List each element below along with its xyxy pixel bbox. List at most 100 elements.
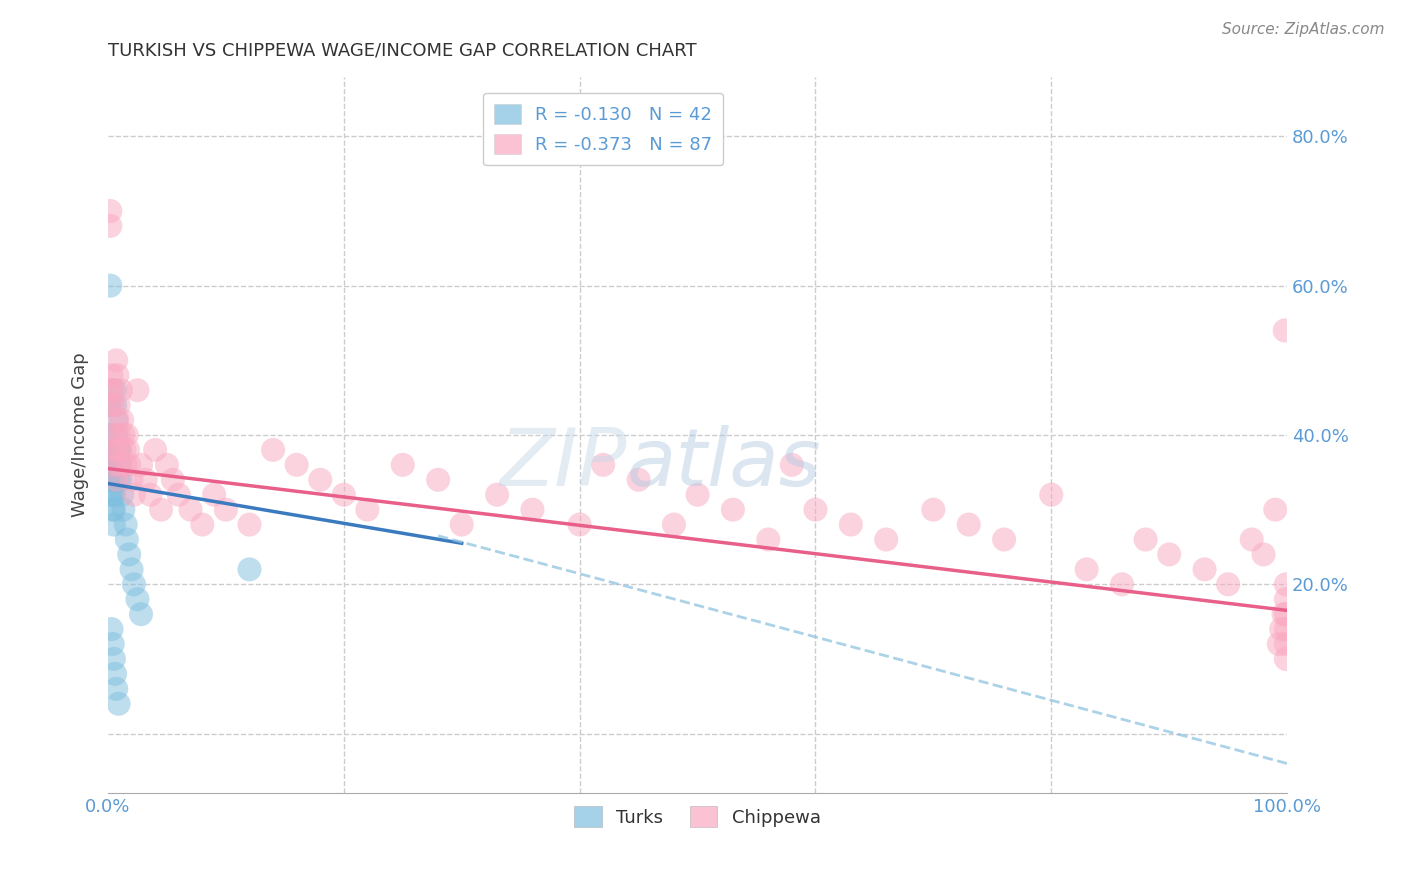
Point — [103, 652, 125, 666]
Point — [108, 442, 131, 457]
Point — [98, 278, 121, 293]
Point — [135, 473, 157, 487]
Point — [101, 502, 124, 516]
Point — [1275, 652, 1298, 666]
Point — [110, 473, 132, 487]
Point — [875, 533, 897, 547]
Point — [238, 562, 260, 576]
Point — [104, 398, 127, 412]
Point — [215, 502, 238, 516]
Point — [103, 517, 125, 532]
Point — [162, 473, 184, 487]
Point — [1135, 533, 1157, 547]
Point — [98, 458, 121, 472]
Point — [104, 458, 127, 472]
Point — [1159, 548, 1181, 562]
Point — [156, 458, 179, 472]
Point — [107, 442, 129, 457]
Y-axis label: Wage/Income Gap: Wage/Income Gap — [72, 352, 89, 517]
Point — [101, 488, 124, 502]
Point — [107, 428, 129, 442]
Point — [104, 666, 127, 681]
Point — [1076, 562, 1098, 576]
Point — [333, 488, 356, 502]
Point — [486, 488, 509, 502]
Point — [101, 637, 124, 651]
Point — [121, 473, 143, 487]
Legend: Turks, Chippewa: Turks, Chippewa — [567, 799, 828, 835]
Point — [1194, 562, 1216, 576]
Point — [108, 442, 131, 457]
Point — [103, 502, 125, 516]
Point — [356, 502, 378, 516]
Point — [1275, 577, 1298, 591]
Point — [104, 383, 127, 397]
Point — [107, 458, 129, 472]
Point — [238, 517, 260, 532]
Point — [756, 533, 779, 547]
Point — [721, 502, 744, 516]
Point — [427, 473, 450, 487]
Point — [993, 533, 1015, 547]
Point — [627, 473, 650, 487]
Point — [103, 442, 125, 457]
Point — [114, 517, 136, 532]
Point — [117, 442, 139, 457]
Text: ZIP: ZIP — [499, 425, 627, 502]
Point — [103, 488, 125, 502]
Point — [285, 458, 308, 472]
Point — [107, 473, 129, 487]
Point — [686, 488, 709, 502]
Text: Source: ZipAtlas.com: Source: ZipAtlas.com — [1222, 22, 1385, 37]
Point — [100, 458, 122, 472]
Point — [1253, 548, 1275, 562]
Point — [105, 428, 128, 442]
Point — [114, 442, 136, 457]
Point — [450, 517, 472, 532]
Point — [108, 458, 131, 472]
Point — [112, 428, 135, 442]
Point — [167, 488, 190, 502]
Point — [839, 517, 862, 532]
Point — [522, 502, 544, 516]
Point — [101, 473, 124, 487]
Point — [568, 517, 591, 532]
Point — [122, 577, 145, 591]
Point — [111, 488, 134, 502]
Point — [107, 697, 129, 711]
Point — [107, 368, 129, 383]
Point — [1272, 607, 1295, 622]
Point — [121, 562, 143, 576]
Point — [107, 413, 129, 427]
Text: atlas: atlas — [627, 425, 821, 502]
Point — [129, 607, 152, 622]
Point — [1111, 577, 1133, 591]
Point — [1270, 622, 1292, 636]
Point — [127, 592, 149, 607]
Point — [118, 548, 141, 562]
Point — [127, 383, 149, 397]
Point — [1275, 622, 1298, 636]
Point — [107, 398, 129, 412]
Point — [143, 442, 166, 457]
Point — [780, 458, 803, 472]
Point — [101, 383, 124, 397]
Point — [98, 450, 121, 465]
Point — [592, 458, 614, 472]
Point — [957, 517, 980, 532]
Point — [100, 368, 122, 383]
Point — [98, 219, 121, 233]
Point — [115, 428, 138, 442]
Point — [100, 473, 122, 487]
Point — [98, 398, 121, 412]
Point — [1216, 577, 1239, 591]
Point — [98, 428, 121, 442]
Point — [804, 502, 827, 516]
Point — [180, 502, 202, 516]
Point — [100, 383, 122, 397]
Text: TURKISH VS CHIPPEWA WAGE/INCOME GAP CORRELATION CHART: TURKISH VS CHIPPEWA WAGE/INCOME GAP CORR… — [108, 42, 696, 60]
Point — [122, 488, 145, 502]
Point — [391, 458, 413, 472]
Point — [1264, 502, 1286, 516]
Point — [191, 517, 214, 532]
